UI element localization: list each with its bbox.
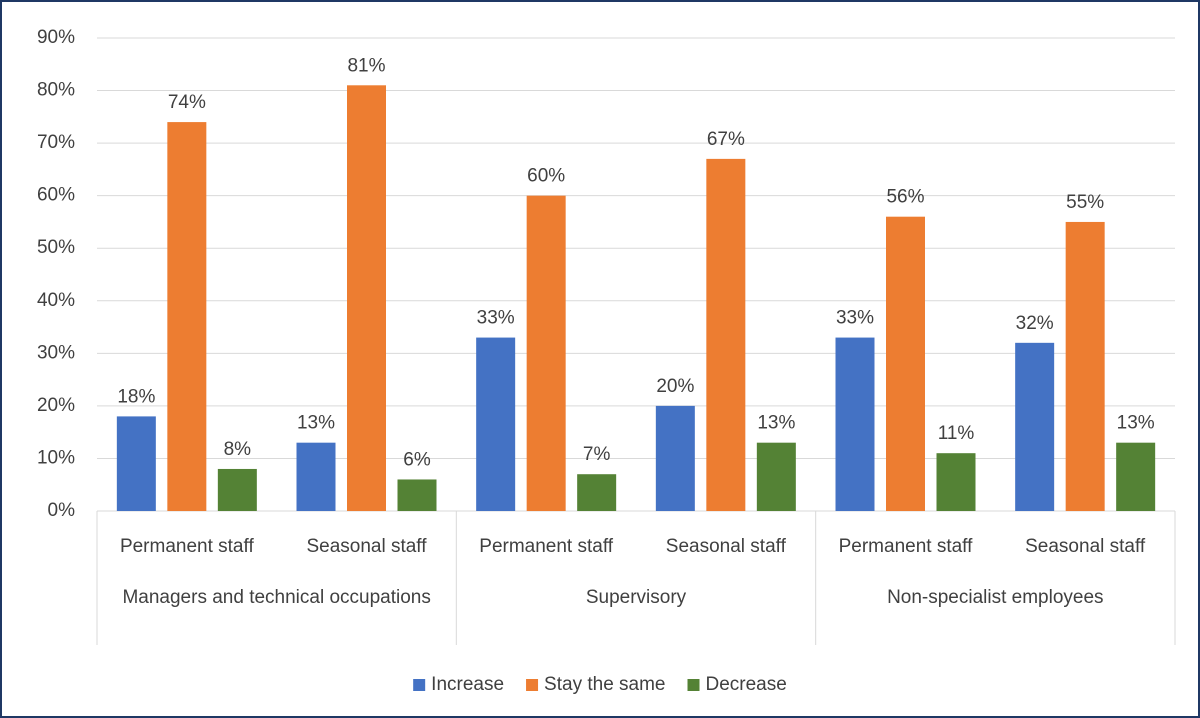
y-tick-label: 60% [37,185,75,206]
legend-label: Decrease [706,674,787,695]
value-label: 33% [477,308,515,329]
bar [526,195,566,511]
value-label: 7% [583,444,611,465]
y-tick-label: 0% [48,500,76,521]
y-tick-label: 90% [37,27,75,48]
y-tick-label: 70% [37,132,75,153]
bar [476,337,516,511]
bar [296,442,336,511]
value-label: 20% [656,376,694,397]
y-tick-label: 50% [37,237,75,258]
y-tick-label: 40% [37,290,75,311]
bar [1065,221,1105,511]
legend-swatch [413,679,426,691]
value-label: 8% [224,439,252,460]
x-tick-label: Permanent staff [120,536,255,557]
legend-label: Stay the same [544,674,665,695]
bar [116,416,156,511]
value-label: 56% [886,187,924,208]
group-label: Supervisory [585,587,687,608]
value-label: 55% [1066,192,1104,213]
value-label: 67% [707,129,745,150]
value-label: 74% [168,92,206,113]
bar [756,442,796,511]
y-tick-label: 20% [37,395,75,416]
value-label: 60% [527,166,565,187]
group-label: Non-specialist employees [887,587,1104,608]
value-label: 13% [757,413,795,434]
x-tick-label: Seasonal staff [1025,536,1146,557]
value-label: 33% [836,308,874,329]
y-tick-label: 80% [37,80,75,101]
x-tick-label: Seasonal staff [666,536,787,557]
x-tick-label: Seasonal staff [306,536,427,557]
bar [217,468,257,511]
x-tick-label: Permanent staff [839,536,974,557]
y-tick-label: 30% [37,342,75,363]
bar [936,453,976,511]
y-tick-label: 10% [37,447,75,468]
x-tick-label: Permanent staff [479,536,614,557]
value-label: 18% [117,386,155,407]
bar [835,337,875,511]
legend-swatch [526,679,539,691]
value-label: 6% [403,449,431,470]
bar [655,405,695,511]
bar [577,474,617,511]
value-label: 13% [297,413,335,434]
bar [886,216,925,511]
value-label: 11% [938,423,975,444]
value-label: 81% [347,55,385,76]
bar [167,122,207,511]
legend-swatch [687,679,700,691]
bar [1116,442,1156,511]
group-label: Managers and technical occupations [122,587,431,608]
legend-label: Increase [431,674,504,695]
bar [706,158,746,511]
bar [347,85,386,512]
value-label: 13% [1117,413,1155,434]
bar [397,479,437,511]
value-label: 32% [1016,313,1054,334]
bar [1015,342,1055,511]
